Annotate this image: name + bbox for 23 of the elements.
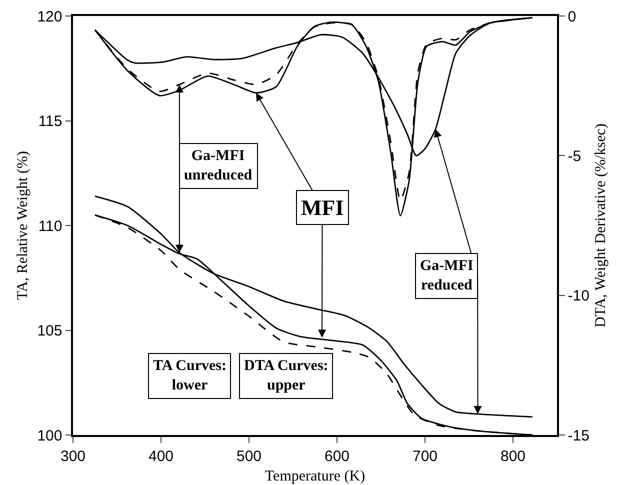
- y-tick-label: 100: [37, 427, 62, 444]
- y-tick-label: 110: [38, 218, 62, 235]
- x-tick-label: 500: [236, 448, 262, 465]
- x-axis-title: Temperature (K): [264, 468, 366, 484]
- y2-tick-label: 0: [568, 8, 576, 26]
- y-tick-label: 105: [37, 322, 62, 340]
- y2-tick-label: -10: [568, 288, 590, 305]
- x-tick-label: 600: [324, 448, 350, 465]
- annotation: Ga-MFI reduced: [420, 258, 474, 294]
- annotation: Ga-MFI unreduced: [184, 148, 253, 184]
- y2-tick-label: -15: [568, 427, 590, 444]
- x-tick-label: 300: [60, 448, 86, 465]
- annotation: TA Curves: lower: [153, 358, 226, 394]
- x-tick-label: 700: [412, 448, 438, 465]
- y-axis-title: TA, Relative Weight (%): [14, 151, 31, 300]
- y2-tick-label: -5: [568, 148, 582, 165]
- annotation: MFI: [301, 195, 344, 220]
- y-tick-label: 115: [38, 113, 62, 130]
- x-tick-label: 800: [500, 448, 526, 465]
- y2-axis-title: DTA, Weight Derivative (%/ksec): [592, 124, 609, 328]
- x-tick-label: 400: [148, 448, 174, 465]
- annotation: DTA Curves: upper: [244, 358, 328, 394]
- y-tick-label: 120: [37, 8, 62, 26]
